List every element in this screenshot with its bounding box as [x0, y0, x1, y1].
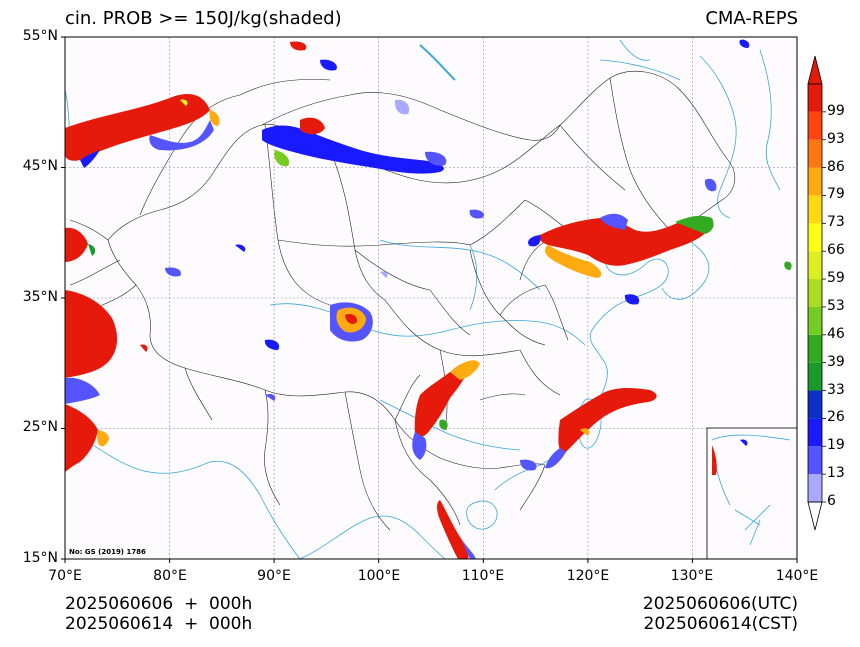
- colorbar-segment: [808, 251, 822, 280]
- shaded-region-mongolia: [262, 125, 444, 174]
- colorbar-segment: [808, 390, 822, 419]
- colorbar-segment: [808, 195, 822, 224]
- footer-right: 2025060606(UTC) 2025060614(CST): [643, 594, 798, 634]
- chart-title-right: CMA-REPS: [705, 8, 798, 29]
- colorbar-label: 93: [827, 130, 845, 147]
- shaded-region-west: [65, 290, 118, 378]
- colorbar-label: 66: [827, 242, 845, 259]
- colorbar-segment: [808, 279, 822, 307]
- lon-label-130: 130°E: [670, 568, 714, 584]
- lat-label-25: 25°N: [22, 419, 58, 435]
- colorbar-label: 19: [827, 437, 845, 454]
- colorbar-segment: [808, 446, 822, 475]
- valid-time-cst: 2025060614(CST): [643, 614, 798, 634]
- colorbar-segment: [808, 167, 822, 196]
- footer-left: 2025060606 + 000h 2025060614 + 000h: [65, 594, 252, 634]
- south-china-sea-inset: [706, 427, 797, 559]
- colorbar-label: 46: [827, 325, 845, 342]
- colorbar-segment: [808, 362, 822, 391]
- shaded-region-north-china: [539, 218, 708, 266]
- colorbar-label: 26: [827, 409, 845, 426]
- colorbar-segment: [808, 223, 822, 252]
- colorbar-label: 33: [827, 381, 845, 398]
- colorbar-label: 59: [827, 270, 845, 287]
- colorbar-label: 79: [827, 186, 845, 203]
- lon-label-100: 100°E: [357, 568, 401, 584]
- colorbar-label: 86: [827, 158, 845, 175]
- colorbar-under-arrow: [807, 501, 823, 531]
- lon-label-140: 140°E: [775, 568, 819, 584]
- valid-time-utc: 2025060606(UTC): [642, 594, 798, 614]
- map-note: No: GS (2019) 1786: [69, 548, 146, 556]
- border-layer: [69, 70, 736, 531]
- shaded-region-southwest: [414, 362, 470, 438]
- colorbar-segment: [808, 418, 822, 447]
- colorbar-label: 53: [827, 297, 845, 314]
- axis-ticks: [61, 36, 798, 563]
- chart-title-left: cin. PROB >= 150J/kg(shaded): [65, 8, 342, 29]
- lat-label-15: 15°N: [22, 550, 58, 566]
- init-time-utc: 2025060606 + 000h: [65, 594, 253, 614]
- colorbar-segment: [808, 306, 822, 335]
- colorbar-segment: [808, 334, 822, 363]
- colorbar-label: 99: [827, 102, 845, 119]
- lat-label-35: 35°N: [22, 289, 58, 305]
- probability-field: [65, 39, 792, 559]
- colorbar: [807, 55, 826, 531]
- lon-label-70: 70°E: [48, 568, 82, 584]
- lon-label-80: 80°E: [153, 568, 187, 584]
- colorbar-label: 39: [827, 353, 845, 370]
- colorbar-segment: [808, 111, 822, 140]
- lat-label-45: 45°N: [22, 158, 58, 174]
- colorbar-over-arrow: [807, 55, 823, 85]
- lon-label-120: 120°E: [566, 568, 610, 584]
- colorbar-label: 73: [827, 214, 845, 231]
- shaded-region-northwest: [65, 93, 210, 161]
- lon-label-90: 90°E: [257, 568, 291, 584]
- colorbar-label: 6: [827, 493, 836, 509]
- colorbar-segment: [808, 139, 822, 168]
- colorbar-outline: [807, 83, 823, 503]
- shaded-region-southeast: [558, 388, 657, 453]
- init-time-cst: 2025060614 + 000h: [65, 614, 253, 634]
- colorbar-segment: [808, 84, 822, 112]
- lon-label-110: 110°E: [461, 568, 505, 584]
- colorbar-segment: [808, 474, 822, 502]
- lat-label-55: 55°N: [22, 28, 58, 44]
- colorbar-label: 13: [827, 465, 845, 482]
